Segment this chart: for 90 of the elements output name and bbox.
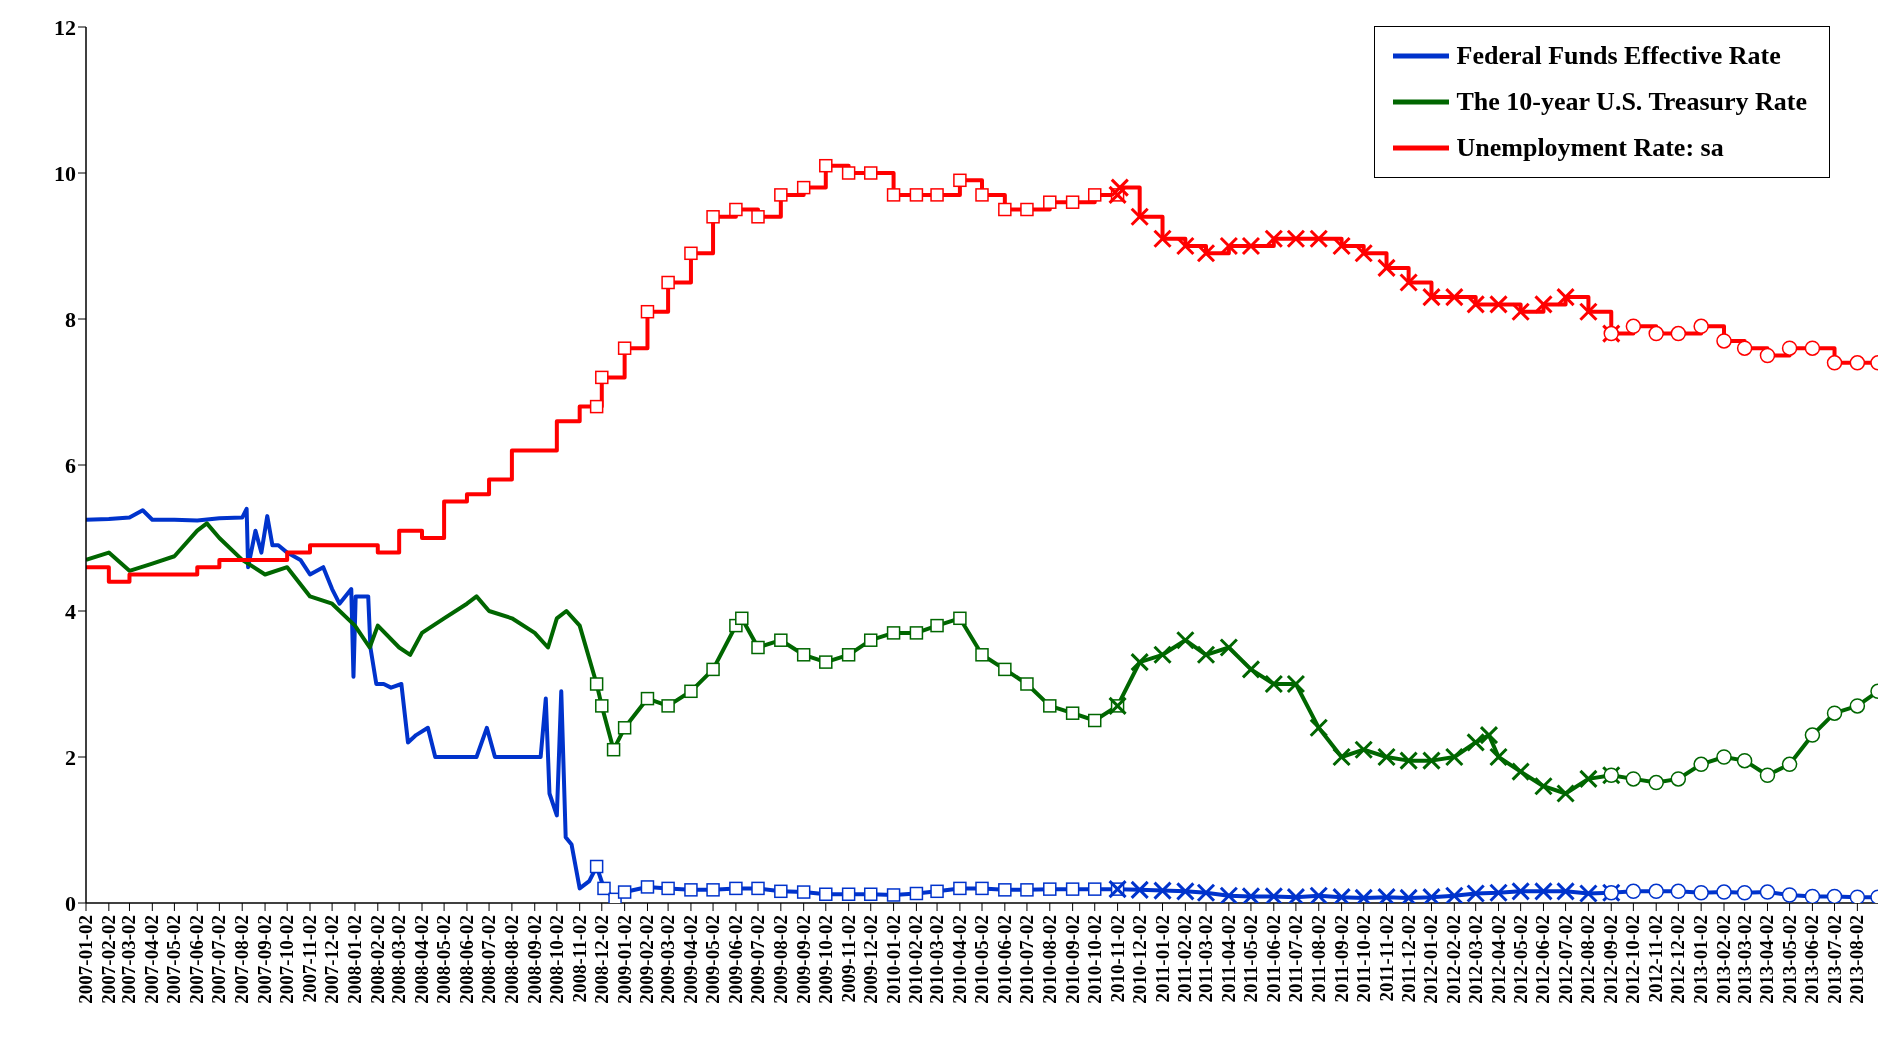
x-tick-label: 2008-05-02 bbox=[433, 915, 455, 1004]
x-tick-label: 2012-04-02 bbox=[1487, 915, 1509, 1004]
x-tick-label: 2011-09-02 bbox=[1330, 915, 1352, 1003]
x-tick-label: 2011-01-02 bbox=[1151, 915, 1173, 1003]
x-tick-label: 2010-11-02 bbox=[1106, 915, 1128, 1003]
y-tick-label: 4 bbox=[65, 598, 76, 624]
x-tick-label: 2012-06-02 bbox=[1532, 915, 1554, 1004]
x-tick-label: 2013-02-02 bbox=[1713, 915, 1734, 1004]
x-tick-label: 2009-04-02 bbox=[679, 915, 701, 1004]
x-tick-label: 2008-08-02 bbox=[500, 915, 522, 1004]
x-tick-label: 2008-12-02 bbox=[590, 915, 612, 1004]
x-tick-label: 2012-12-02 bbox=[1667, 915, 1689, 1004]
x-tick-label: 2008-02-02 bbox=[366, 915, 388, 1004]
x-tick-label: 2007-05-02 bbox=[163, 915, 185, 1004]
x-tick-label: 2010-03-02 bbox=[926, 915, 948, 1004]
x-tick-label: 2009-09-02 bbox=[792, 915, 814, 1004]
x-tick-label: 2007-10-02 bbox=[276, 915, 298, 1004]
x-tick-label: 2013-01-02 bbox=[1690, 915, 1712, 1004]
y-tick-label: 12 bbox=[54, 14, 76, 40]
x-tick-label: 2010-08-02 bbox=[1038, 915, 1060, 1004]
x-tick-label: 2010-07-02 bbox=[1015, 915, 1037, 1004]
x-tick-label: 2013-04-02 bbox=[1756, 915, 1778, 1004]
x-tick-label: 2007-08-02 bbox=[231, 915, 253, 1004]
x-tick-label: 2009-06-02 bbox=[724, 915, 746, 1004]
y-tick-label: 8 bbox=[65, 306, 76, 332]
x-tick-label: 2008-06-02 bbox=[455, 915, 477, 1004]
x-tick-label: 2013-03-02 bbox=[1733, 915, 1755, 1004]
x-tick-label: 2012-05-02 bbox=[1509, 915, 1531, 1004]
x-tick-label: 2013-08-02 bbox=[1846, 915, 1868, 1004]
x-tick-label: 2010-04-02 bbox=[948, 915, 970, 1004]
x-tick-label: 2010-10-02 bbox=[1083, 915, 1105, 1004]
x-tick-label: 2009-12-02 bbox=[859, 915, 881, 1004]
x-tick-label: 2013-07-02 bbox=[1823, 915, 1845, 1004]
x-tick-label: 2011-04-02 bbox=[1217, 915, 1239, 1003]
x-tick-label: 2010-12-02 bbox=[1128, 915, 1150, 1004]
x-tick-label: 2011-03-02 bbox=[1195, 915, 1216, 1003]
x-tick-label: 2009-02-02 bbox=[636, 915, 658, 1004]
x-tick-label: 2007-03-02 bbox=[118, 915, 140, 1004]
x-tick-label: 2011-02-02 bbox=[1174, 915, 1196, 1003]
x-tick-label: 2009-07-02 bbox=[747, 915, 768, 1004]
x-tick-label: 2012-10-02 bbox=[1622, 915, 1644, 1004]
x-tick-label: 2008-04-02 bbox=[411, 915, 432, 1004]
x-tick-label: 2012-02-02 bbox=[1443, 915, 1465, 1004]
x-tick-label: 2009-01-02 bbox=[613, 915, 635, 1004]
x-tick-label: 2010-01-02 bbox=[882, 915, 904, 1004]
x-tick-label: 2012-01-02 bbox=[1420, 915, 1442, 1004]
y-tick-label: 6 bbox=[65, 452, 76, 478]
y-tick-label: 10 bbox=[54, 160, 76, 186]
x-tick-label: 2009-03-02 bbox=[657, 915, 679, 1004]
x-tick-label: 2011-06-02 bbox=[1262, 915, 1284, 1003]
x-tick-label: 2013-05-02 bbox=[1778, 915, 1800, 1004]
x-tick-label: 2011-07-02 bbox=[1284, 915, 1306, 1003]
x-tick-label: 2012-07-02 bbox=[1554, 915, 1576, 1004]
x-tick-label: 2008-09-02 bbox=[523, 915, 545, 1004]
y-tick-label: 2 bbox=[65, 744, 76, 770]
legend-label: The 10-year U.S. Treasury Rate bbox=[1456, 87, 1807, 117]
x-tick-label: 2009-10-02 bbox=[814, 915, 836, 1004]
x-tick-label: 2007-12-02 bbox=[321, 915, 343, 1004]
x-tick-label: 2011-05-02 bbox=[1239, 915, 1261, 1003]
x-tick-label: 2007-06-02 bbox=[186, 915, 208, 1004]
x-tick-label: 2007-11-02 bbox=[299, 915, 320, 1003]
x-tick-label: 2010-06-02 bbox=[993, 915, 1015, 1004]
x-tick-label: 2007-07-02 bbox=[208, 915, 230, 1004]
x-tick-label: 2011-08-02 bbox=[1307, 915, 1329, 1003]
x-tick-label: 2011-11-02 bbox=[1375, 915, 1397, 1002]
x-tick-label: 2012-09-02 bbox=[1600, 915, 1622, 1004]
x-tick-label: 2009-05-02 bbox=[702, 915, 724, 1004]
x-tick-label: 2007-01-02 bbox=[75, 915, 96, 1004]
x-tick-label: 2011-10-02 bbox=[1352, 915, 1374, 1003]
x-tick-label: 2010-02-02 bbox=[905, 915, 927, 1004]
y-tick-label: 0 bbox=[65, 890, 76, 916]
x-tick-label: 2008-01-02 bbox=[343, 915, 365, 1004]
x-tick-label: 2009-08-02 bbox=[769, 915, 791, 1004]
legend-label: Unemployment Rate: sa bbox=[1456, 133, 1724, 163]
x-tick-label: 2008-11-02 bbox=[568, 915, 590, 1003]
x-tick-label: 2012-11-02 bbox=[1645, 915, 1667, 1003]
x-tick-label: 2012-03-02 bbox=[1464, 915, 1486, 1004]
x-tick-label: 2008-03-02 bbox=[388, 915, 410, 1004]
x-tick-label: 2011-12-02 bbox=[1397, 915, 1419, 1003]
x-tick-label: 2007-04-02 bbox=[141, 915, 163, 1004]
x-tick-label: 2008-10-02 bbox=[545, 915, 567, 1004]
x-tick-label: 2010-05-02 bbox=[971, 915, 992, 1004]
x-tick-label: 2009-11-02 bbox=[837, 915, 859, 1003]
x-tick-label: 2007-02-02 bbox=[97, 915, 119, 1004]
x-tick-label: 2007-09-02 bbox=[254, 915, 276, 1004]
legend-label: Federal Funds Effective Rate bbox=[1456, 41, 1781, 71]
x-tick-label: 2010-09-02 bbox=[1061, 915, 1083, 1004]
x-tick-label: 2008-07-02 bbox=[478, 915, 500, 1004]
x-tick-label: 2012-08-02 bbox=[1577, 915, 1599, 1004]
x-tick-label: 2013-06-02 bbox=[1801, 915, 1823, 1004]
